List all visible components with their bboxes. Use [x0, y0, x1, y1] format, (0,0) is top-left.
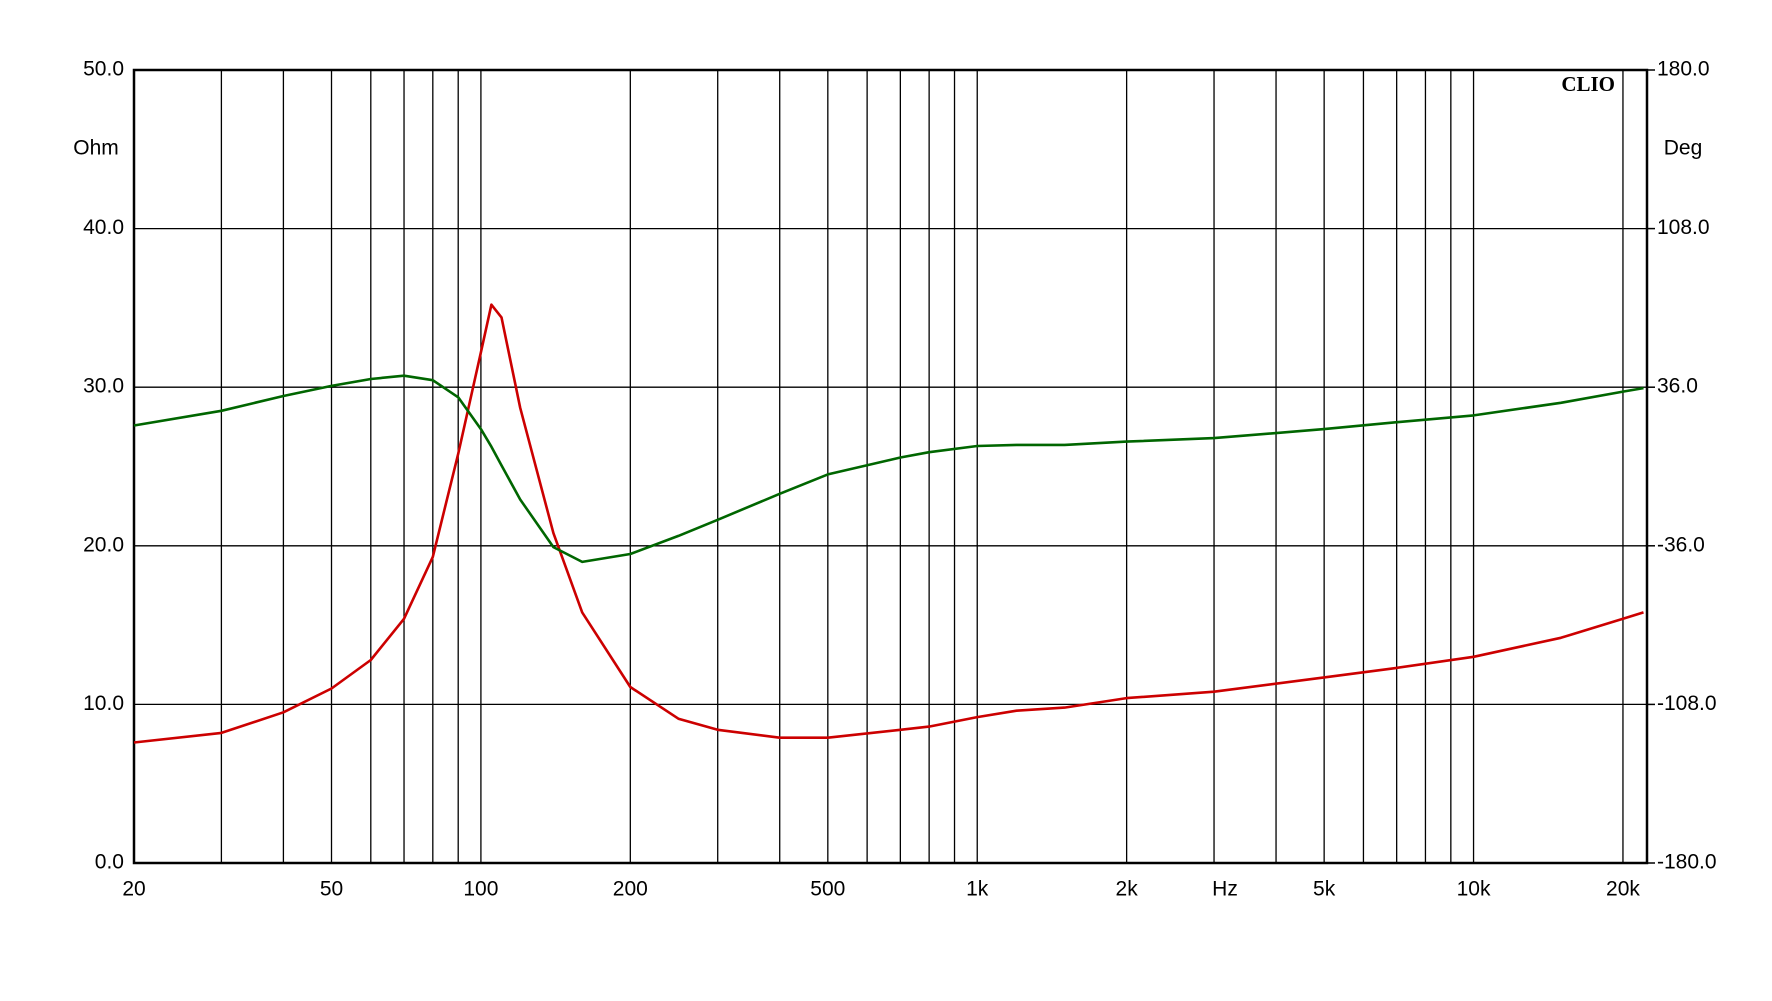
plot-frame — [132, 68, 1649, 865]
series-line — [133, 374, 1644, 564]
y-tick-label: 10.0 — [83, 692, 124, 715]
series-line — [133, 303, 1644, 744]
y2-tick-label: -36.0 — [1657, 533, 1705, 556]
y2-axis-label: Deg — [1664, 137, 1703, 160]
x-unit-label: Hz — [1212, 878, 1238, 901]
y2-tick-label: 108.0 — [1657, 216, 1710, 239]
annotation: CLIO — [1561, 72, 1615, 96]
y-tick-label: 0.0 — [95, 851, 124, 874]
x-tick-label: 20k — [1606, 878, 1640, 901]
x-tick-label: 100 — [463, 878, 498, 901]
y-tick-label: 40.0 — [83, 216, 124, 239]
x-tick-label: 5k — [1313, 878, 1336, 901]
y2-tick-label: -180.0 — [1657, 851, 1717, 874]
x-tick-label: 200 — [613, 878, 648, 901]
x-tick-label: 20 — [122, 878, 145, 901]
y-tick-label: 20.0 — [83, 533, 124, 556]
y-tick-label: 50.0 — [83, 58, 124, 81]
x-tick-label: 10k — [1457, 878, 1491, 901]
y2-tick-label: -108.0 — [1657, 692, 1717, 715]
y2-tick-label: 36.0 — [1657, 375, 1698, 398]
x-tick-label: 1k — [966, 878, 989, 901]
y-axis-label: Ohm — [73, 137, 119, 160]
y-tick-label: 30.0 — [83, 375, 124, 398]
x-tick-label: 2k — [1116, 878, 1139, 901]
x-tick-label: 50 — [320, 878, 343, 901]
x-tick-label: 500 — [810, 878, 845, 901]
y2-tick-label: 180.0 — [1657, 58, 1710, 81]
